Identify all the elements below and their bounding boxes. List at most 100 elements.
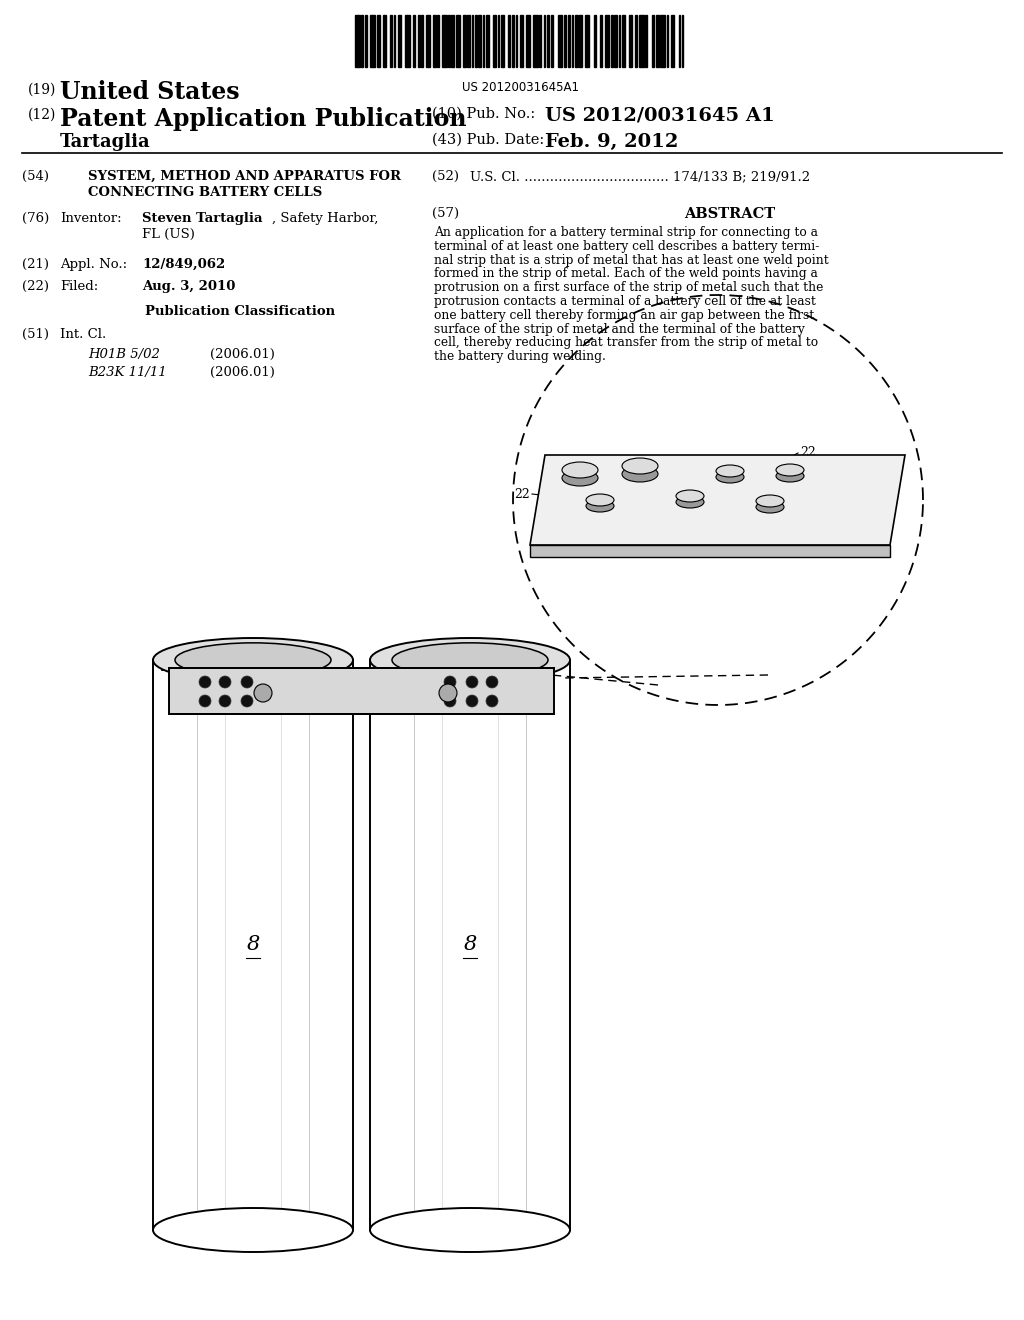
Polygon shape [530,545,890,557]
Bar [520,15,523,67]
Bar [667,15,669,67]
Bar [468,15,470,67]
Bar [656,15,658,67]
Ellipse shape [586,494,614,506]
Bar [365,15,368,67]
Circle shape [466,696,478,708]
Bar [568,15,570,67]
Ellipse shape [622,458,658,474]
Circle shape [439,684,457,702]
Bar [406,15,410,67]
Bar [478,15,481,67]
Bar [605,15,609,67]
Bar [390,15,392,67]
Bar [393,15,395,67]
Ellipse shape [776,465,804,477]
Ellipse shape [153,1208,353,1251]
Circle shape [219,676,231,688]
Text: US 2012/0031645 A1: US 2012/0031645 A1 [545,107,775,125]
Text: H01B 5/02: H01B 5/02 [88,348,160,360]
Ellipse shape [175,643,331,677]
Ellipse shape [562,470,598,486]
Bar [622,15,625,67]
Text: Filed:: Filed: [60,280,98,293]
Circle shape [444,676,456,688]
Bar [355,15,359,67]
Text: (19): (19) [28,83,56,96]
Text: Steven Tartaglia: Steven Tartaglia [142,213,262,224]
Text: (21): (21) [22,257,49,271]
Text: one battery cell thereby forming an air gap between the first: one battery cell thereby forming an air … [434,309,814,322]
Bar [370,15,375,67]
Bar [437,15,439,67]
Ellipse shape [622,466,658,482]
Text: Appl. No.:: Appl. No.: [60,257,127,271]
Bar [551,15,553,67]
Text: B23K 11/11: B23K 11/11 [88,366,167,379]
Text: (54): (54) [22,170,49,183]
Bar [361,15,362,67]
Text: 20: 20 [660,545,676,558]
Text: Publication Classification: Publication Classification [145,305,335,318]
Text: protrusion on a first surface of the strip of metal such that the: protrusion on a first surface of the str… [434,281,823,294]
Text: FL (US): FL (US) [142,228,195,242]
Bar [370,660,570,1230]
Ellipse shape [676,496,705,508]
Bar [594,15,596,67]
Text: Int. Cl.: Int. Cl. [60,327,106,341]
Circle shape [486,676,498,688]
Text: U.S. Cl. .................................. 174/133 B; 219/91.2: U.S. Cl. ...............................… [470,170,810,183]
Text: , Safety Harbor,: , Safety Harbor, [272,213,379,224]
Bar [651,15,654,67]
Ellipse shape [756,495,784,507]
Bar [540,15,541,67]
Ellipse shape [716,465,744,477]
Bar [639,15,644,67]
Bar [660,15,666,67]
Text: (2006.01): (2006.01) [210,366,274,379]
Text: 8: 8 [464,936,476,954]
Text: (51): (51) [22,327,49,341]
Bar [512,15,514,67]
Bar [413,15,416,67]
Text: (57): (57) [432,207,459,220]
Circle shape [199,696,211,708]
Circle shape [486,696,498,708]
Circle shape [219,696,231,708]
Text: 9: 9 [166,653,175,667]
Bar [426,15,430,67]
Bar [558,15,562,67]
Text: SYSTEM, METHOD AND APPARATUS FOR: SYSTEM, METHOD AND APPARATUS FOR [88,170,401,183]
Bar [618,15,621,67]
Text: cell, thereby reducing heat transfer from the strip of metal to: cell, thereby reducing heat transfer fro… [434,337,818,350]
Ellipse shape [370,1208,570,1251]
Bar [456,15,461,67]
Text: surface of the strip of metal and the terminal of the battery: surface of the strip of metal and the te… [434,322,805,335]
Text: the battery during welding.: the battery during welding. [434,350,606,363]
Bar [571,15,573,67]
Circle shape [241,676,253,688]
Bar [630,15,632,67]
Text: terminal of at least one battery cell describes a battery termi-: terminal of at least one battery cell de… [434,240,819,253]
Bar [525,15,530,67]
Text: formed in the strip of metal. Each of the weld points having a: formed in the strip of metal. Each of th… [434,268,818,280]
Text: (22): (22) [22,280,49,293]
Ellipse shape [562,462,598,478]
Bar [463,15,466,67]
Bar [534,15,538,67]
Bar [494,15,496,67]
Text: 24: 24 [835,457,851,470]
Bar [378,15,380,67]
Bar [516,15,517,67]
Text: (76): (76) [22,213,49,224]
Text: 12/849,062: 12/849,062 [142,257,225,271]
Text: (10) Pub. No.:: (10) Pub. No.: [432,107,540,121]
Text: CONNECTING BATTERY CELLS: CONNECTING BATTERY CELLS [88,186,323,199]
Bar [452,15,454,67]
Circle shape [241,696,253,708]
Bar [441,15,446,67]
Ellipse shape [756,502,784,513]
Bar [614,15,617,67]
Text: (52): (52) [432,170,459,183]
Bar [600,15,602,67]
